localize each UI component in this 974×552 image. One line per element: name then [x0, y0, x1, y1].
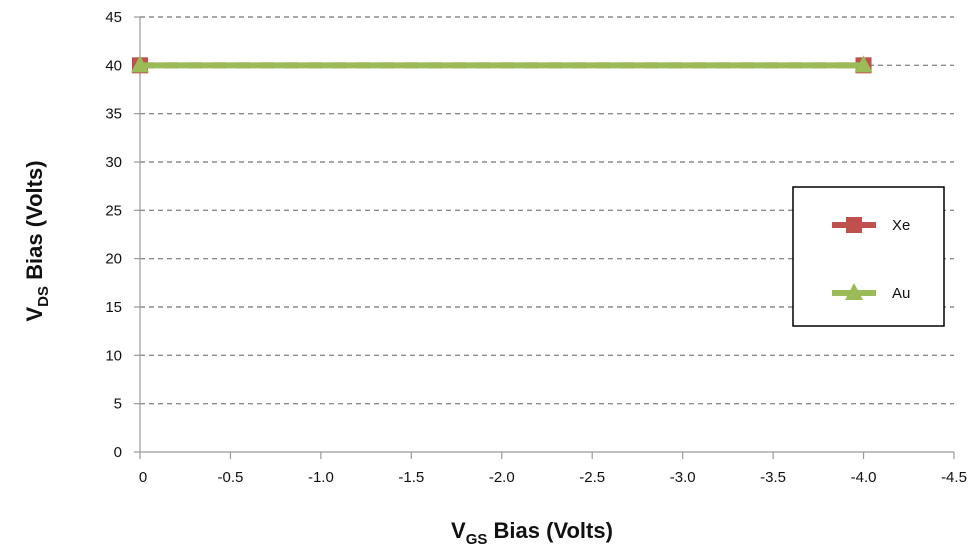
- y-axis-title-rest: Bias (Volts): [22, 160, 47, 286]
- legend-marker-au: [845, 283, 863, 300]
- axes: [134, 16, 955, 459]
- y-tick-label-3: 15: [105, 299, 122, 316]
- x-tick-label-6: -3.0: [670, 469, 696, 486]
- x-tick-label-5: -2.5: [579, 469, 605, 486]
- legend-label-au: Au: [892, 285, 910, 302]
- y-tick-labels: 0 5 10 15 20 25 30 35 40 45: [105, 9, 122, 461]
- y-tick-label-1: 5: [114, 396, 122, 413]
- x-tick-label-2: -1.0: [308, 469, 334, 486]
- data-point-au-1: [854, 55, 873, 73]
- series-layer: [131, 55, 873, 74]
- y-axis-title: VDS Bias (Volts): [22, 160, 52, 321]
- legend-item-au: Au: [832, 283, 910, 302]
- y-tick-label-7: 35: [105, 106, 122, 123]
- x-tick-labels: 0 -0.5 -1.0 -1.5 -2.0 -2.5 -3.0 -3.5 -4.0 -4.5: [139, 469, 967, 486]
- x-tick-label-9: -4.5: [941, 469, 967, 486]
- x-axis-title-main: V: [451, 518, 466, 543]
- x-axis-title-subscript: GS: [466, 531, 488, 548]
- x-tick-label-3: -1.5: [398, 469, 424, 486]
- x-tick-label-8: -4.0: [851, 469, 877, 486]
- gridlines: [140, 16, 954, 405]
- legend: Xe Au: [792, 186, 945, 327]
- y-tick-label-0: 0: [114, 444, 122, 461]
- legend-marker-xe: [846, 217, 862, 233]
- legend-item-xe: Xe: [832, 217, 910, 234]
- x-tick-label-7: -3.5: [760, 469, 786, 486]
- x-tick-label-0: 0: [139, 469, 147, 486]
- y-axis-title-subscript: DS: [35, 286, 52, 307]
- y-tick-label-8: 40: [105, 57, 122, 74]
- legend-label-xe: Xe: [892, 217, 910, 234]
- y-tick-label-2: 10: [105, 347, 122, 364]
- x-tick-label-1: -0.5: [218, 469, 244, 486]
- y-tick-label-4: 20: [105, 251, 122, 268]
- x-axis-title: VGS Bias (Volts): [451, 518, 613, 548]
- legend-box: [792, 186, 945, 327]
- data-point-au-0: [131, 55, 149, 73]
- y-tick-label-6: 30: [105, 154, 122, 171]
- x-tick-label-4: -2.0: [489, 469, 515, 486]
- y-tick-label-5: 25: [105, 202, 122, 219]
- y-tick-label-9: 45: [105, 9, 122, 26]
- x-axis-title-rest: Bias (Volts): [487, 518, 613, 543]
- y-axis-title-main: V: [22, 307, 47, 322]
